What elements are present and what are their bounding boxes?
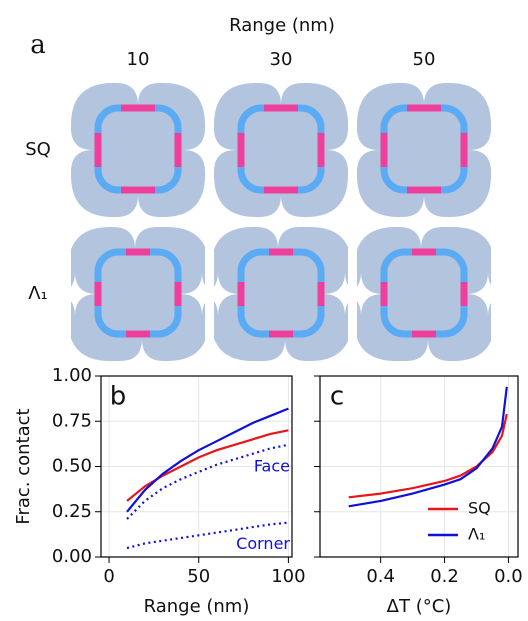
gap (26, 185, 110, 269)
gap (263, 339, 307, 383)
x-tick-label: 0 (103, 566, 114, 587)
gap (449, 41, 528, 125)
legend-label: SQ (468, 499, 491, 518)
tile (312, 185, 528, 403)
gap (312, 185, 396, 269)
gap (169, 319, 253, 403)
y-tick-label: 0.00 (52, 546, 92, 567)
gap (339, 272, 383, 316)
gap (402, 61, 446, 105)
gap (335, 128, 379, 172)
x-tick-label: 0.4 (366, 566, 395, 587)
gap (469, 128, 513, 172)
gap (120, 339, 164, 383)
row-label: SQ (25, 139, 51, 160)
axes-frame (100, 375, 293, 558)
gap (453, 319, 528, 403)
gap (192, 128, 236, 172)
panel-label: b (110, 382, 127, 412)
gap (172, 41, 256, 125)
gap (312, 319, 396, 403)
y-axis-label: Frac. contact (13, 408, 34, 524)
gap (453, 185, 528, 269)
x-tick-label: 50 (187, 566, 210, 587)
x-axis-label: ΔT (°C) (387, 596, 452, 617)
gap (169, 185, 253, 269)
column-label: 50 (413, 49, 436, 70)
series-label: Face (254, 456, 290, 475)
gap (26, 319, 110, 403)
gap (399, 205, 443, 249)
panel-label: c (330, 382, 344, 412)
column-label: 10 (127, 49, 150, 70)
panel-a-title: Range (nm) (229, 15, 335, 36)
series-label: Corner (236, 534, 290, 553)
gap (259, 195, 303, 239)
y-tick-label: 1.00 (52, 365, 92, 386)
x-tick-label: 0.2 (430, 566, 459, 587)
y-tick-label: 0.50 (52, 456, 92, 477)
y-tick-label: 0.25 (52, 501, 92, 522)
gap (113, 205, 157, 249)
x-tick-label: 0.0 (494, 566, 523, 587)
gap (29, 41, 113, 125)
x-tick-label: 100 (271, 566, 305, 587)
gap (196, 272, 240, 316)
gap (116, 195, 160, 239)
gap (406, 339, 450, 383)
gap (402, 195, 446, 239)
column-label: 30 (270, 49, 293, 70)
gap (53, 272, 97, 316)
gap (315, 41, 399, 125)
series-line (348, 413, 508, 499)
legend-label: Λ₁ (468, 525, 485, 544)
gap (259, 61, 303, 105)
gap (116, 61, 160, 105)
series-line (126, 407, 289, 513)
y-tick-label: 0.75 (52, 410, 92, 431)
tiles (26, 41, 528, 403)
x-axis-label: Range (nm) (144, 596, 250, 617)
gap (49, 128, 93, 172)
series-line (126, 521, 289, 550)
panel-label: a (30, 30, 46, 60)
axes-frame (319, 375, 519, 558)
series-line (348, 386, 508, 508)
gap (256, 205, 300, 249)
gap (466, 272, 510, 316)
row-label: Λ₁ (28, 283, 48, 304)
